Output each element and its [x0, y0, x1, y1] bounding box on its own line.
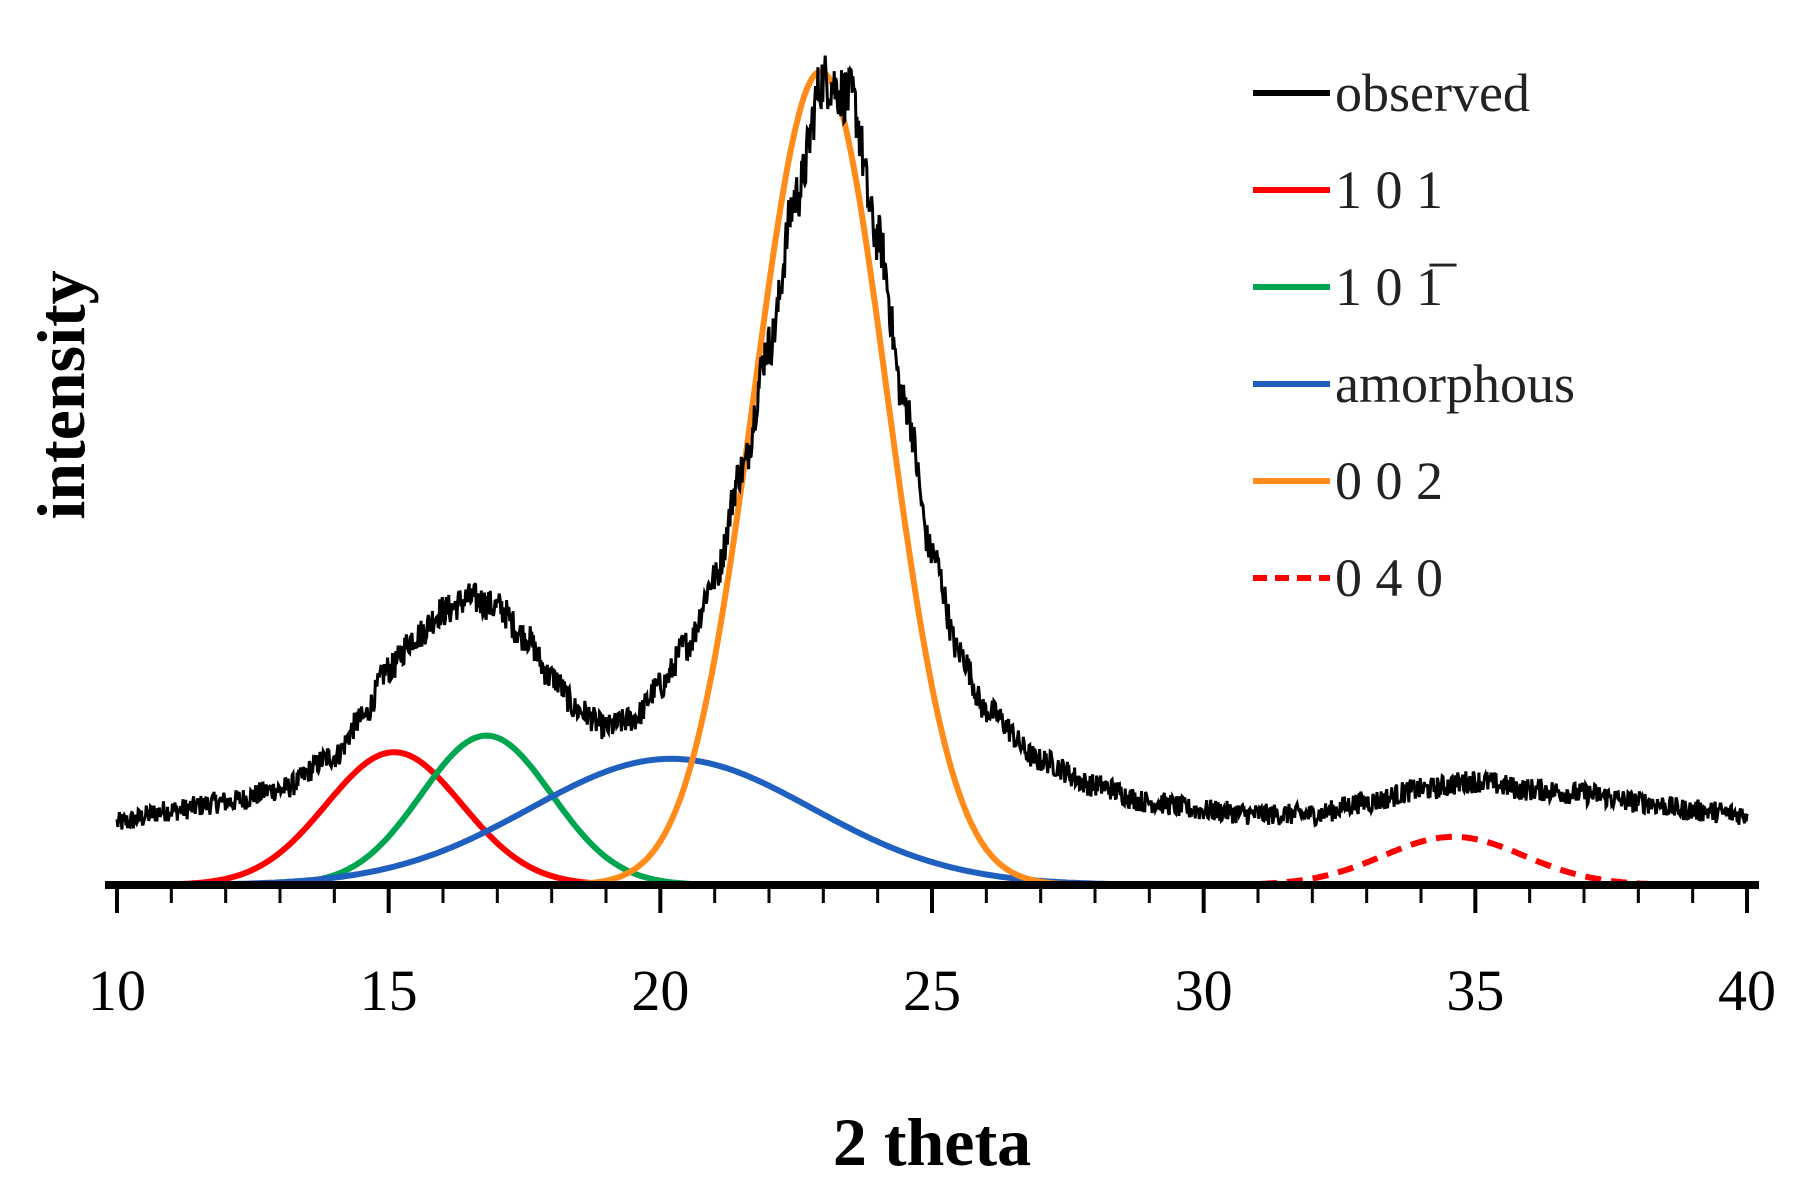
- observed-line: [115, 55, 1749, 830]
- x-axis-tick-labels: 10 15 20 25 30 35 40: [88, 958, 1776, 1023]
- x-tick-label: 30: [1175, 958, 1233, 1023]
- x-axis-ticks: [115, 885, 1749, 913]
- x-tick-label: 10: [88, 958, 146, 1023]
- legend-label: 0 0 2: [1335, 451, 1443, 511]
- x-tick-label: 25: [903, 958, 961, 1023]
- x-tick-label: 35: [1446, 958, 1504, 1023]
- legend: observed 1 0 1 1 0 1̅ amorphous 0 0 2 0 4 0: [1253, 63, 1575, 608]
- x-axis-title: 2 theta: [833, 1104, 1031, 1180]
- y-axis-title: intensity: [23, 270, 99, 519]
- x-tick-label: 40: [1718, 958, 1776, 1023]
- series-line-3: [116, 755, 1748, 888]
- legend-label: observed: [1335, 63, 1530, 123]
- legend-label: 1 0 1: [1335, 160, 1443, 220]
- x-tick-label: 20: [631, 958, 689, 1023]
- legend-label: 0 4 0: [1335, 548, 1443, 608]
- plot-series-group: [115, 55, 1749, 888]
- legend-label: 1 0 1̅: [1335, 257, 1457, 317]
- legend-label: amorphous: [1335, 354, 1575, 414]
- x-tick-label: 15: [360, 958, 418, 1023]
